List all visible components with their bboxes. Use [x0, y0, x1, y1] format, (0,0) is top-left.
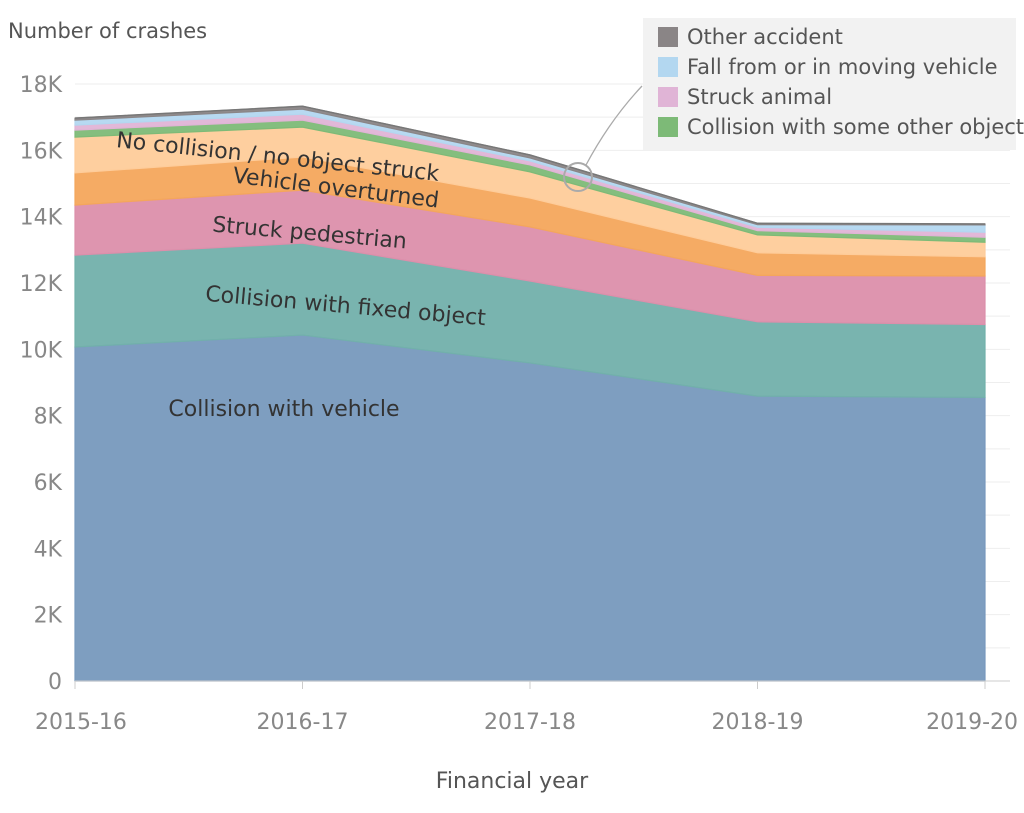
legend-swatch	[658, 27, 678, 47]
y-tick-label: 2K	[34, 604, 63, 629]
y-tick-label: 14K	[20, 206, 63, 231]
y-tick-label: 0	[48, 670, 62, 695]
y-tick-label: 6K	[34, 471, 63, 496]
legend-item[interactable]: Fall from or in moving vehicle	[687, 55, 998, 79]
y-tick-label: 12K	[20, 272, 63, 297]
legend-swatch	[658, 87, 678, 107]
y-tick-label: 8K	[34, 405, 63, 430]
x-tick-label: 2016-17	[257, 710, 349, 735]
y-tick-label: 18K	[20, 73, 63, 98]
y-tick-label: 16K	[20, 139, 63, 164]
legend-item[interactable]: Other accident	[687, 25, 843, 49]
x-axis-title: Financial year	[436, 769, 589, 794]
x-tick-label: 2018-19	[712, 710, 804, 735]
legend-swatch	[658, 57, 678, 77]
legend-item[interactable]: Struck animal	[687, 85, 832, 109]
y-axis-title: Number of crashes	[8, 19, 207, 43]
legend-swatch	[658, 117, 678, 137]
series-label: Collision with vehicle	[168, 397, 399, 422]
x-tick-label: 2017-18	[484, 710, 576, 735]
annotation-circle	[563, 162, 593, 192]
legend-box	[643, 18, 1016, 150]
x-tick-label: 2015-16	[35, 710, 127, 735]
total-outline	[74, 105, 986, 225]
x-tick-label: 2019-20	[926, 710, 1018, 735]
annotation-leader-line	[585, 85, 643, 166]
y-tick-label: 4K	[34, 537, 63, 562]
y-tick-label: 10K	[20, 338, 63, 363]
legend-item[interactable]: Collision with some other object	[687, 115, 1024, 139]
